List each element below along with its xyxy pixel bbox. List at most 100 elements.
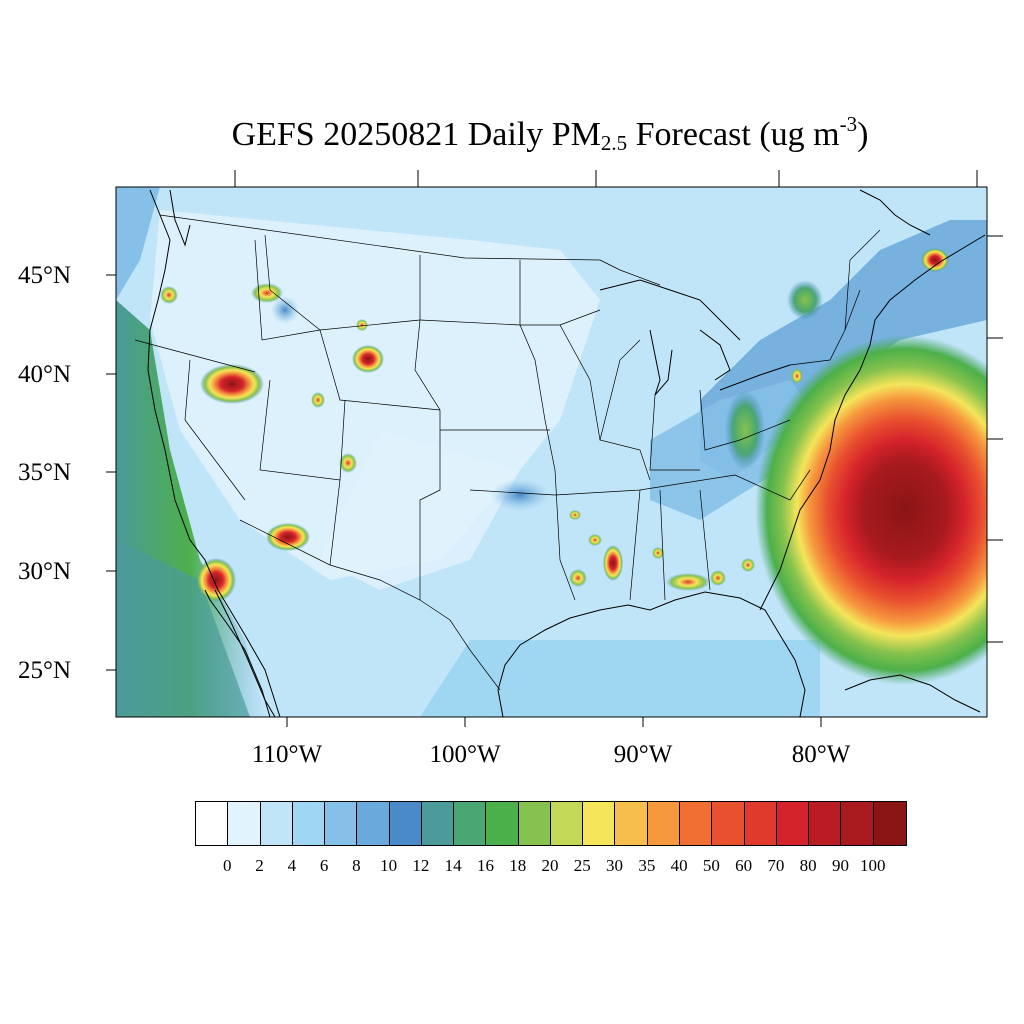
colorbar-swatch: [518, 802, 551, 845]
lat-label-45: 45°N: [18, 262, 72, 289]
colorbar-label: 2: [255, 856, 264, 875]
colorbar-swatch: [712, 802, 745, 845]
louisiana-mississippi-fires: [603, 545, 623, 581]
colorbar-label: 0: [223, 856, 232, 875]
arizona-fire: [266, 523, 310, 551]
colorbar-label: 18: [509, 856, 527, 875]
oh-wv-border: [699, 389, 791, 451]
title-middle: Forecast (ug m: [627, 116, 840, 153]
colorbar-swatch: [647, 802, 680, 845]
lon-label-90w: 90°W: [613, 741, 673, 768]
colorbar-label: 60: [735, 856, 753, 875]
chart-title: GEFS 20250821 Daily PM2.5 Forecast (ug m…: [0, 112, 1024, 156]
new-england-border: [844, 229, 881, 331]
il-border: [599, 339, 641, 441]
colorbar-swatch: [357, 802, 390, 845]
colorbar-label: 8: [352, 856, 361, 875]
colorbar-label: 80: [799, 856, 817, 875]
mississippi-fire: [652, 547, 664, 559]
oklahoma-fire: [569, 510, 581, 520]
ny-pa-border: [789, 289, 861, 366]
colorbar: [195, 801, 907, 846]
louisiana-fire: [569, 569, 587, 587]
colorbar-swatch: [486, 802, 519, 845]
title-prefix: GEFS 20250821 Daily PM: [231, 116, 601, 153]
lat-label-40: 40°N: [18, 361, 72, 388]
colorbar-swatch: [454, 802, 487, 845]
colorbar-swatch: [325, 802, 358, 845]
wy-co-borders: [319, 329, 441, 411]
colorbar-label: 50: [702, 856, 720, 875]
nova-scotia-fire: [921, 248, 949, 272]
coastlines: [147, 189, 986, 717]
ok-tx-ar-border: [469, 474, 736, 496]
pennsylvania-fire: [791, 368, 803, 384]
lake-erie: [719, 364, 791, 391]
title-superscript: -3: [839, 112, 858, 136]
colorbar-label: 35: [638, 856, 656, 875]
colorbar-label: 90: [831, 856, 849, 875]
lat-label-25: 25°N: [18, 657, 72, 684]
colorbar-swatch: [679, 802, 713, 845]
northern-rockies-haze: [271, 296, 299, 324]
gulf-field: [420, 640, 820, 717]
colorbar-label: 70: [767, 856, 785, 875]
colorbar-swatch: [389, 802, 422, 845]
lon-label-110w: 110°W: [251, 741, 323, 768]
atlantic-coastline: [759, 234, 986, 611]
pacific-northwest: [116, 187, 160, 300]
title-suffix: ): [857, 116, 869, 153]
axis-ticks: [106, 170, 1003, 727]
title-subscript: 2.5: [600, 131, 628, 155]
arkansas-fire: [588, 534, 602, 546]
gulf-of-california-coast: [214, 589, 276, 717]
ga-border: [699, 489, 711, 591]
nd-mn-border: [519, 260, 601, 326]
nm-border-west: [329, 479, 341, 566]
colorbar-swatch: [228, 802, 261, 845]
colorbar-swatch: [196, 802, 229, 845]
southern-california-fire: [196, 558, 236, 602]
al-border: [659, 489, 666, 601]
colorbar-swatch: [615, 802, 648, 845]
gulf-coast-fires: [666, 573, 710, 591]
us-canada-border-east: [599, 259, 661, 286]
atlantic-tropical-storm: [755, 335, 987, 685]
colorbar-swatch: [260, 802, 293, 845]
us-canada-border: [159, 214, 601, 261]
colorbar-label: 40: [670, 856, 688, 875]
lat-label-30: 30°N: [18, 558, 72, 585]
puget-sound: [169, 189, 191, 247]
baja-coast: [204, 589, 271, 717]
new-mexico-fire: [339, 453, 357, 473]
ca-nv-border: [184, 359, 246, 501]
id-borders: [254, 239, 321, 341]
colorbar-label: 16: [476, 856, 494, 875]
ms-border: [629, 489, 641, 601]
colorbar-swatch: [744, 802, 777, 845]
colorbar-label: 20: [541, 856, 559, 875]
appalachian-smoke: [725, 390, 765, 470]
great-lakes-north: [599, 279, 741, 341]
southern-plains-haze: [490, 479, 550, 511]
carolinas-border: [734, 469, 811, 501]
colorbar-swatch: [421, 802, 455, 845]
map-field: [116, 187, 987, 717]
colorbar-swatch: [841, 802, 874, 845]
mt-borders: [264, 234, 421, 331]
utah-fire: [200, 364, 264, 404]
colorbar-swatch: [809, 802, 842, 845]
pacific-coastline: [147, 189, 281, 717]
colorbar-label: 4: [287, 856, 297, 875]
colorbar-swatch: [583, 802, 616, 845]
colorbar-swatch: [776, 802, 810, 845]
lake-huron: [699, 329, 731, 381]
colorbar-label: 10: [380, 856, 398, 875]
or-ca-nv-border: [134, 339, 256, 373]
colorbar-swatch: [292, 802, 326, 845]
colorbar-swatch: [550, 802, 584, 845]
in-ky-border: [649, 394, 700, 471]
colorbar-label: 30: [606, 856, 624, 875]
cuba-coast: [844, 674, 981, 713]
